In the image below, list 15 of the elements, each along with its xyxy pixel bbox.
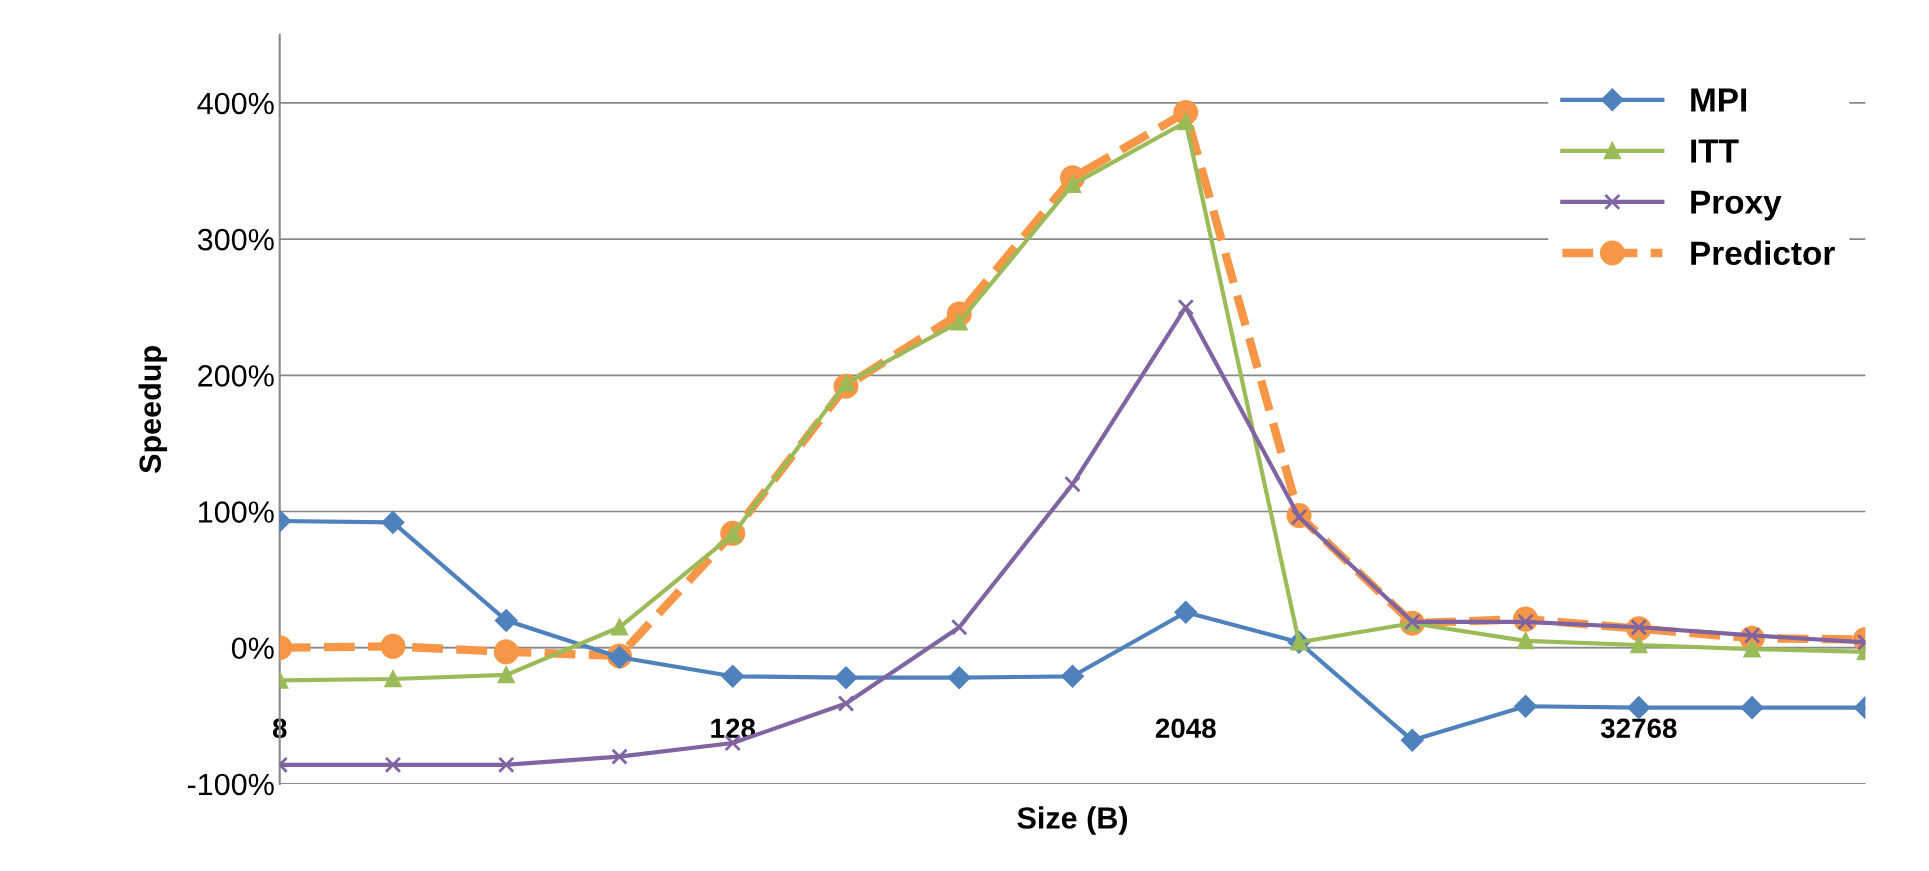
legend-label: Predictor	[1691, 240, 1835, 266]
y-tick-label: 400%	[197, 92, 274, 115]
y-tick-label: 100%	[199, 501, 274, 523]
y-tick-label: 200%	[198, 365, 274, 387]
legend-label: MPI	[1691, 88, 1747, 112]
y-tick-label: -100%	[187, 773, 274, 796]
x-tick-label: 2048	[1155, 718, 1216, 739]
legend-label: ITT	[1691, 139, 1739, 163]
x-tick-label: 8	[272, 718, 287, 739]
y-tick-label: 300%	[197, 228, 274, 251]
y-axis-title: Speedup	[138, 346, 168, 473]
x-tick-label: 32768	[1600, 718, 1677, 739]
y-tick-label: 0%	[231, 637, 274, 660]
x-axis-title: Size (B)	[1017, 806, 1128, 835]
legend-label: Proxy	[1691, 190, 1782, 221]
